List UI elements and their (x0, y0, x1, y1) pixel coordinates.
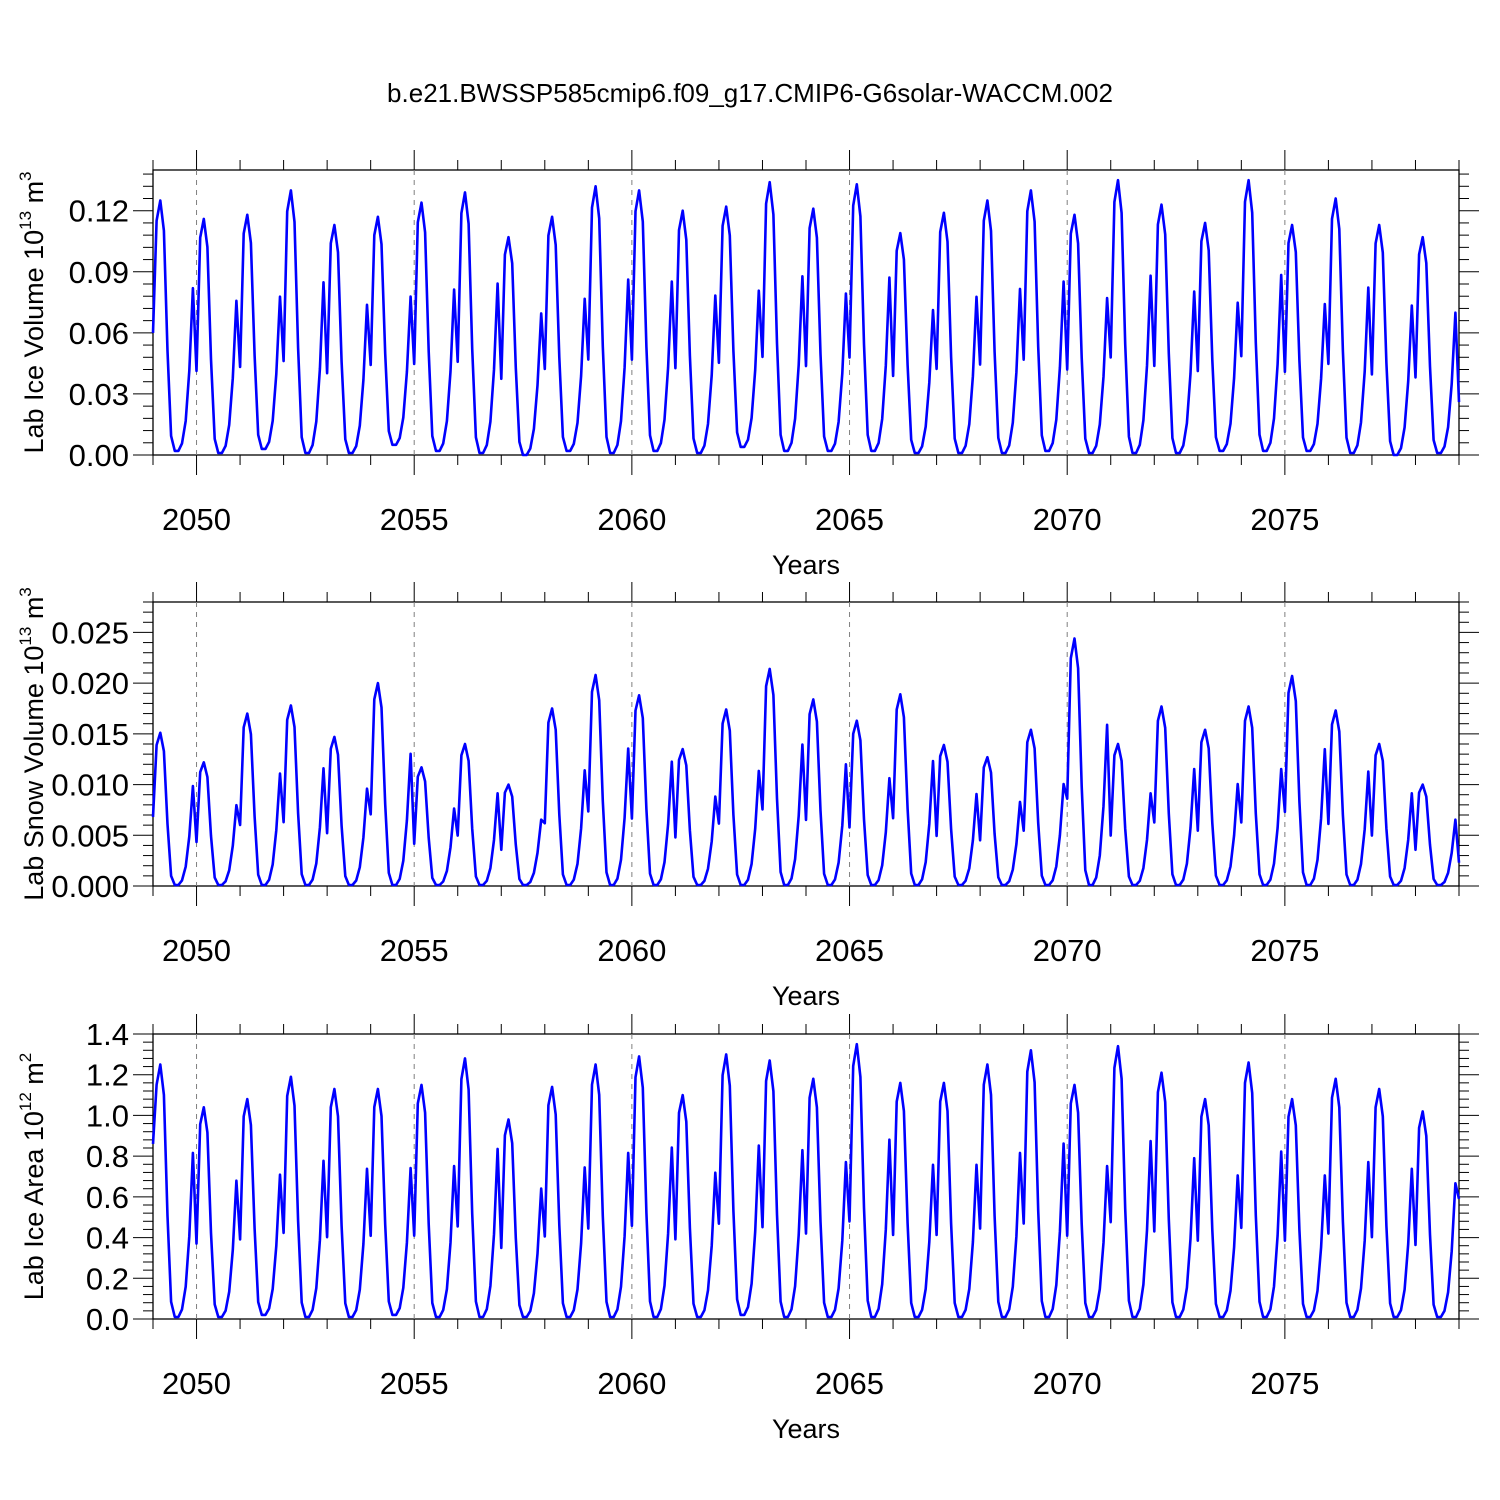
panel-lab-ice-volume: 2050 2055 2060 2065 2070 2075 Years 0.00 0.03 0.0… (16, 150, 1479, 580)
y-tick-label: 0.09 (69, 255, 129, 290)
x-tick-label: 2050 (162, 502, 231, 537)
x-tick-label: 2070 (1033, 502, 1102, 537)
y-tick-label: 0.12 (69, 194, 129, 229)
y-tick-label: 0.010 (51, 768, 129, 803)
y-tick-label: 1.4 (86, 1017, 129, 1052)
x-axis-label: Years (772, 550, 840, 580)
y-tick-label: 0.020 (51, 666, 129, 701)
panel-lab-ice-area: 2050 2055 2060 2065 2070 2075 Years 0.0 0.2 0.4 0.… (16, 1014, 1479, 1444)
x-tick-label: 2050 (162, 933, 231, 968)
y-tick-label: 0.00 (69, 438, 129, 473)
y-tick-label: 0.2 (86, 1261, 129, 1296)
x-tick-label: 2070 (1033, 933, 1102, 968)
x-tick-label: 2070 (1033, 1366, 1102, 1401)
y-tick-label: 0.015 (51, 717, 129, 752)
y-tick-label: 1.0 (86, 1098, 129, 1133)
y-axis-label: Lab Snow Volume 1013 m3 (16, 587, 49, 901)
y-axis-label: Lab Ice Volume 1013 m3 (16, 171, 49, 453)
x-tick-label: 2060 (597, 933, 666, 968)
x-tick-label: 2075 (1250, 502, 1319, 537)
y-tick-label: 0.005 (51, 818, 129, 853)
x-tick-label: 2060 (597, 502, 666, 537)
y-tick-label: 1.2 (86, 1058, 129, 1093)
series-line (151, 637, 1461, 887)
y-tick-label: 0.025 (51, 615, 129, 650)
y-tick-label: 0.6 (86, 1180, 129, 1215)
x-tick-label: 2065 (815, 502, 884, 537)
x-tick-label: 2055 (380, 1366, 449, 1401)
x-tick-label: 2065 (815, 1366, 884, 1401)
plot-frame (152, 1033, 1460, 1320)
y-tick-label: 0.06 (69, 316, 129, 351)
y-tick-label: 0.4 (86, 1221, 129, 1256)
series-line (151, 178, 1461, 457)
plot-frame (152, 169, 1460, 456)
x-tick-label: 2055 (380, 502, 449, 537)
panel-lab-snow-volume: 2050 2055 2060 2065 2070 2075 Years 0.000 0.005 0… (16, 582, 1479, 1011)
x-tick-label: 2050 (162, 1366, 231, 1401)
series-line (151, 1042, 1461, 1319)
y-tick-label: 0.03 (69, 377, 129, 412)
x-axis-label: Years (772, 981, 840, 1011)
y-tick-label: 0.0 (86, 1302, 129, 1337)
x-tick-label: 2055 (380, 933, 449, 968)
page-title: b.e21.BWSSP585cmip6.f09_g17.CMIP6-G6sola… (387, 78, 1113, 108)
plot-frame (152, 601, 1460, 887)
x-tick-label: 2075 (1250, 933, 1319, 968)
x-tick-label: 2060 (597, 1366, 666, 1401)
x-tick-label: 2065 (815, 933, 884, 968)
x-axis-label: Years (772, 1414, 840, 1444)
y-tick-label: 0.000 (51, 869, 129, 904)
x-tick-label: 2075 (1250, 1366, 1319, 1401)
y-axis-label: Lab Ice Area 1012 m2 (16, 1053, 49, 1301)
y-tick-label: 0.8 (86, 1139, 129, 1174)
